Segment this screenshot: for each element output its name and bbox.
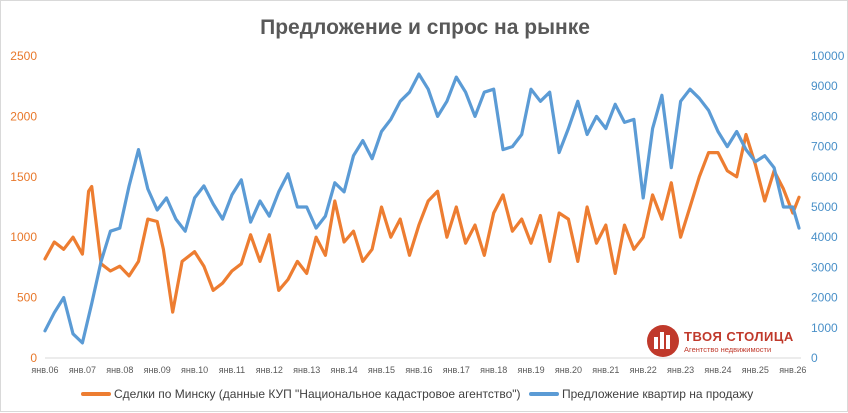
right-tick-label: 5000 <box>811 200 838 214</box>
right-tick-label: 8000 <box>811 109 838 123</box>
left-tick-label: 500 <box>17 291 37 305</box>
legend-label-supply: Предложение квартир на продажу <box>562 387 753 401</box>
x-tick-label: янв.18 <box>480 365 507 375</box>
right-axis: 0 1000 2000 3000 4000 5000 6000 7000 8000 9000 100… <box>811 49 845 365</box>
series-layer <box>43 72 801 345</box>
x-tick-label: янв.12 <box>256 365 283 375</box>
x-tick-label: янв.19 <box>517 365 544 375</box>
right-tick-label: 3000 <box>811 260 838 274</box>
right-tick-label: 7000 <box>811 140 838 154</box>
left-tick-label: 2000 <box>10 109 37 123</box>
x-tick-label: янв.06 <box>31 365 58 375</box>
right-tick-label: 9000 <box>811 79 838 93</box>
x-tick-label: янв.23 <box>667 365 694 375</box>
x-tick-label: янв.17 <box>443 365 470 375</box>
right-tick-label: 1000 <box>811 321 838 335</box>
x-axis: янв.06 янв.07 янв.08 янв.09 янв.10 янв.11 янв.… <box>31 357 806 375</box>
x-tick-label: янв.22 <box>630 365 657 375</box>
x-tick-label: янв.08 <box>106 365 133 375</box>
logo-name: ТВОЯ СТОЛИЦА <box>684 329 794 344</box>
logo-subtitle: Агентство недвижимости <box>684 345 771 354</box>
x-tick-label: янв.15 <box>368 365 395 375</box>
right-tick-label: 10000 <box>811 49 845 63</box>
right-tick-label: 4000 <box>811 230 838 244</box>
x-tick-label: янв.07 <box>69 365 96 375</box>
left-tick-label: 0 <box>30 351 37 365</box>
legend-label-deals: Сделки по Минску (данные КУП "Национальн… <box>114 387 521 401</box>
x-tick-label: янв.11 <box>219 365 245 375</box>
series-line-supply <box>43 72 801 345</box>
x-tick-label: янв.09 <box>144 365 171 375</box>
left-tick-label: 1500 <box>10 170 37 184</box>
left-tick-label: 1000 <box>10 230 37 244</box>
right-tick-label: 2000 <box>811 291 838 305</box>
left-axis: 0 500 1000 1500 2000 2500 <box>10 49 37 365</box>
x-tick-label: янв.13 <box>293 365 320 375</box>
agency-logo: ТВОЯ СТОЛИЦА Агентство недвижимости <box>647 325 794 357</box>
legend: Сделки по Минску (данные КУП "Национальн… <box>81 387 753 401</box>
x-tick-label: янв.21 <box>592 365 619 375</box>
right-tick-label: 6000 <box>811 170 838 184</box>
x-tick-label: янв.10 <box>181 365 208 375</box>
left-tick-label: 2500 <box>10 49 37 63</box>
x-tick-label: янв.24 <box>704 365 731 375</box>
series-line-deals <box>43 132 801 314</box>
x-tick-label: янв.25 <box>742 365 769 375</box>
chart-title: Предложение и спрос на рынке <box>260 16 590 39</box>
x-tick-label: янв.20 <box>555 365 582 375</box>
right-tick-label: 0 <box>811 351 818 365</box>
x-tick-label: янв.14 <box>331 365 358 375</box>
x-tick-label: янв.16 <box>405 365 432 375</box>
x-tick-label: янв.26 <box>779 365 806 375</box>
